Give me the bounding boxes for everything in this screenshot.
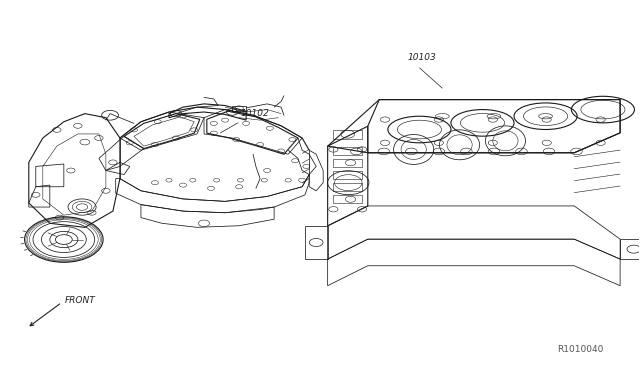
Text: FRONT: FRONT — [65, 296, 96, 305]
Text: R1010040: R1010040 — [557, 345, 604, 354]
Text: 10102: 10102 — [241, 109, 269, 118]
Text: 10103: 10103 — [408, 53, 436, 62]
